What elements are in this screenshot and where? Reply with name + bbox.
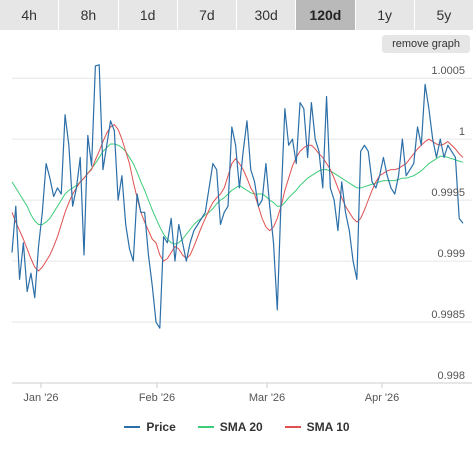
tab-120d[interactable]: 120d bbox=[296, 0, 356, 30]
tab-7d[interactable]: 7d bbox=[177, 0, 237, 30]
legend-swatch-sma10 bbox=[284, 426, 301, 428]
legend-swatch-price bbox=[124, 426, 141, 428]
y-tick-label: 0.999 bbox=[437, 248, 465, 260]
y-tick-label: 0.9985 bbox=[431, 309, 465, 321]
legend-label-sma10: SMA 10 bbox=[306, 420, 350, 434]
legend-item-price[interactable]: Price bbox=[124, 420, 176, 434]
y-tick-label: 0.998 bbox=[437, 370, 465, 382]
tab-30d[interactable]: 30d bbox=[237, 0, 297, 30]
y-tick-label: 0.9995 bbox=[431, 187, 465, 199]
x-tick-label: Feb '26 bbox=[139, 392, 175, 404]
legend-swatch-sma20 bbox=[197, 426, 214, 428]
legend-label-sma20: SMA 20 bbox=[219, 420, 263, 434]
series-layer bbox=[11, 64, 464, 329]
legend-item-sma20[interactable]: SMA 20 bbox=[197, 420, 263, 434]
grid-layer bbox=[12, 77, 472, 384]
legend-item-sma10[interactable]: SMA 10 bbox=[284, 420, 350, 434]
x-tick-label: Mar '26 bbox=[249, 392, 285, 404]
legend-label-price: Price bbox=[146, 420, 176, 434]
sma10-line bbox=[11, 124, 464, 272]
x-tick-label: Jan '26 bbox=[23, 392, 58, 404]
tab-4h[interactable]: 4h bbox=[0, 0, 60, 30]
x-tick-label: Apr '26 bbox=[365, 392, 400, 404]
tab-1y[interactable]: 1y bbox=[355, 0, 415, 30]
y-tick-label: 1 bbox=[459, 126, 465, 138]
y-axis: 1.0005 1 0.9995 0.999 0.9985 0.998 bbox=[431, 65, 465, 382]
time-range-tabs: 4h 8h 1d 7d 30d 120d 1y 5y bbox=[0, 0, 474, 30]
y-tick-label: 1.0005 bbox=[431, 65, 465, 77]
x-axis: Jan '26 Feb '26 Mar '26 Apr '26 bbox=[12, 382, 472, 404]
price-line bbox=[11, 64, 464, 329]
tab-8h[interactable]: 8h bbox=[59, 0, 119, 30]
remove-graph-button[interactable]: remove graph bbox=[382, 35, 470, 53]
chart-legend: Price SMA 20 SMA 10 bbox=[0, 420, 474, 434]
tab-1d[interactable]: 1d bbox=[118, 0, 178, 30]
tab-5y[interactable]: 5y bbox=[414, 0, 474, 30]
